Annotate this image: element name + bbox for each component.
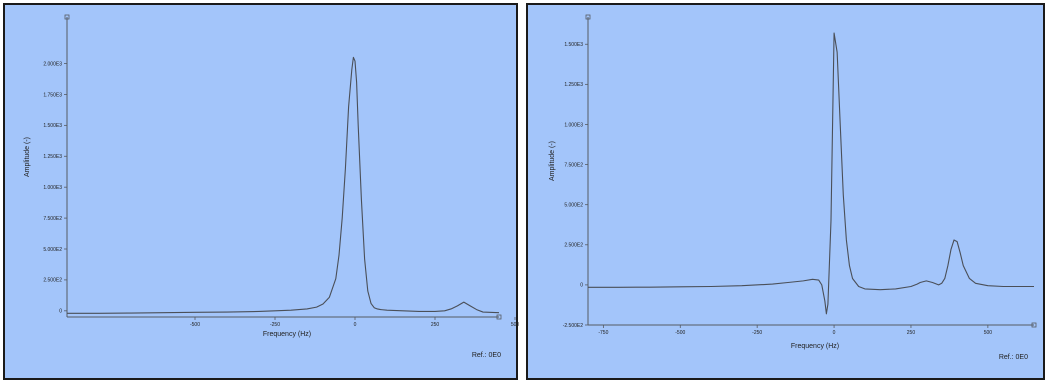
left-chart-y-tick-label: 2.500E2: [43, 278, 62, 284]
left-chart-series-line-0: [67, 56, 500, 314]
left-spectrum-panel: 0 2.500E2 5.000E2 7.500E2 1.000E3 1.250E3 1.50…: [3, 3, 519, 380]
left-chart-y-tick-label: 1.500E3: [43, 123, 62, 129]
right-chart-ref-annotation: Ref.: 0E0: [999, 354, 1028, 361]
left-chart-x-tick-label: 500: [511, 322, 520, 328]
left-chart-x-axis-handle: [496, 314, 502, 320]
right-chart-x-axis-label: Frequency (Hz): [791, 343, 839, 350]
left-chart-x-tick-label: 0: [354, 322, 357, 328]
left-chart-y-tick-label: 1.250E3: [43, 154, 62, 160]
left-chart-y-tick-label: 2.000E3: [43, 61, 62, 67]
left-chart-x-tick-label: -500: [190, 322, 200, 328]
right-chart-y-tick-label: 2.500E2: [564, 243, 583, 249]
right-chart-x-tick-label: 0: [833, 330, 836, 336]
right-chart-x-tick-label: 250: [907, 330, 916, 336]
left-chart-y-tick-label: 7.500E2: [43, 216, 62, 222]
right-chart-y-tick-label: 1.000E3: [564, 122, 583, 128]
right-chart-y-tick-label: 0: [580, 283, 583, 289]
left-chart-y-tick-label: 1.000E3: [43, 185, 62, 191]
right-chart-x-tick-label: -500: [675, 330, 685, 336]
left-chart-x-axis-label: Frequency (Hz): [263, 331, 311, 338]
right-chart-x-tick-label: -250: [752, 330, 762, 336]
left-chart-y-tick-label: 0: [59, 309, 62, 315]
left-chart-x-tick-label: -250: [270, 322, 280, 328]
right-chart-y-tick-label: 1.500E3: [564, 42, 583, 48]
right-chart-y-axis-handle: [585, 14, 591, 20]
left-chart-y-tick-label: 1.750E3: [43, 92, 62, 98]
right-chart-x-tick-label: 500: [984, 330, 993, 336]
left-chart-y-axis-handle: [64, 14, 70, 20]
right-chart-y-tick-label: 7.500E2: [564, 162, 583, 168]
right-chart-x-tick-label: -750: [598, 330, 608, 336]
right-chart-x-axis-handle: [1031, 322, 1037, 328]
right-chart-y-axis-label: Amplitude (-): [549, 141, 556, 181]
right-chart-y-tick-label: 5.000E2: [564, 202, 583, 208]
left-chart-y-tick-label: 5.000E2: [43, 247, 62, 253]
left-spectrum-chart: 0 2.500E2 5.000E2 7.500E2 1.000E3 1.250E3 1.50…: [24, 14, 519, 359]
left-chart-x-tick-label: 250: [431, 322, 440, 328]
right-spectrum-panel: -2.500E2 0 2.500E2 5.000E2 7.500E2 1.000E3 1.2…: [526, 3, 1045, 380]
right-chart-y-tick-label: -2.500E2: [563, 323, 584, 329]
right-spectrum-chart: -2.500E2 0 2.500E2 5.000E2 7.500E2 1.000E3 1.2…: [549, 14, 1037, 361]
right-chart-series-line-0: [588, 32, 1034, 315]
left-chart-y-axis-label: Amplitude (-): [24, 137, 31, 177]
left-chart-ref-annotation: Ref.: 0E0: [472, 352, 501, 359]
right-chart-y-tick-label: 1.250E3: [564, 82, 583, 88]
